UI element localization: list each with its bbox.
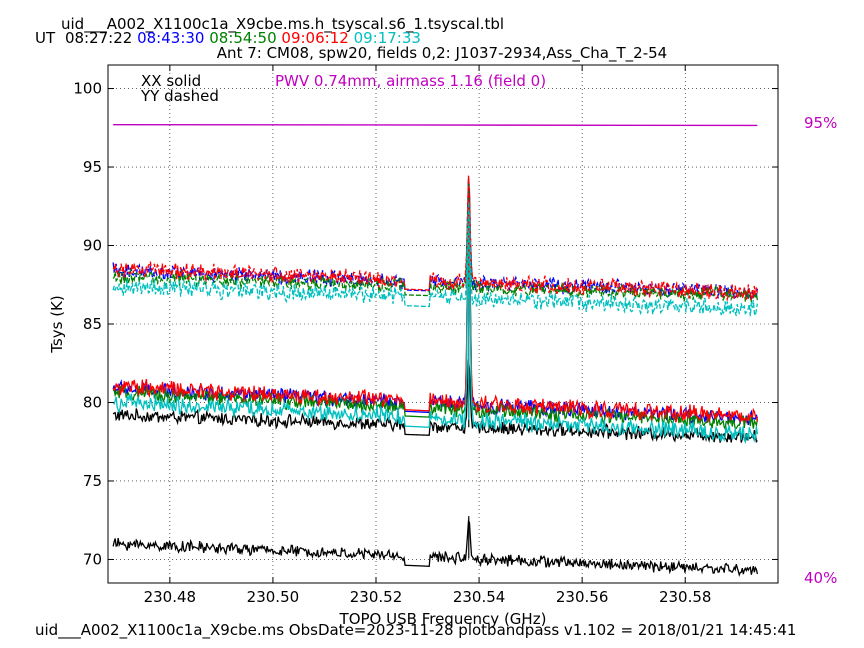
series-line-4 (112, 186, 759, 425)
axis-ticks: 230.48 230.50 230.52 230.54 230.56 230.58 70 75… (73, 65, 778, 606)
data-series (112, 123, 759, 578)
y-axis-label: Tsys (K) (48, 295, 66, 354)
pwv-annotation: PWV 0.74mm, airmass 1.16 (field 0) (275, 72, 546, 90)
footer-text: uid___A002_X1100c1a_X9cbe.ms ObsDate=202… (35, 621, 796, 640)
legend-xx: XX solid (141, 72, 201, 90)
grid-lines (108, 65, 778, 583)
x-tick-label: 230.52 (350, 588, 403, 606)
series-line-8 (112, 175, 759, 302)
right-label-95: 95% (804, 114, 837, 132)
ut-times-row: UT 08:27:22 08:43:30 08:54:50 09:06:12 0… (35, 29, 421, 47)
y-tick-label: 95 (83, 158, 102, 176)
series-line-1 (112, 519, 759, 578)
time-3: 09:06:12 (281, 29, 348, 47)
time-2: 08:54:50 (209, 29, 276, 47)
x-tick-label: 230.48 (144, 588, 197, 606)
x-axis-label: TOPO USB Frequency (GHz) (339, 610, 547, 628)
y-tick-label: 75 (83, 472, 102, 490)
x-tick-label: 230.54 (453, 588, 506, 606)
x-tick-label: 230.50 (247, 588, 300, 606)
y-tick-label: 90 (83, 237, 102, 255)
y-tick-label: 85 (83, 315, 102, 333)
series-line-6 (112, 177, 759, 301)
time-0: 08:27:22 (65, 29, 132, 47)
transmission-curve (113, 123, 758, 127)
ut-label: UT (35, 29, 56, 47)
series-line-5 (112, 214, 759, 444)
y-tick-label: 100 (73, 80, 102, 98)
filename-title: uid___A002_X1100c1a_X9cbe.ms.h_tsyscal.s… (61, 15, 504, 34)
x-tick-label: 230.56 (556, 588, 609, 606)
y-tick-label: 80 (83, 393, 102, 411)
legend-yy: YY dashed (140, 87, 219, 105)
x-tick-label: 230.58 (659, 588, 712, 606)
time-4: 09:17:33 (354, 29, 421, 47)
series-line-3 (112, 188, 759, 431)
plot-subtitle: Ant 7: CM08, spw20, fields 0,2: J1037-29… (217, 44, 667, 63)
series-line-9 (112, 208, 759, 318)
time-1: 08:43:30 (137, 29, 204, 47)
right-label-40: 40% (804, 569, 837, 587)
y-tick-label: 70 (83, 550, 102, 568)
